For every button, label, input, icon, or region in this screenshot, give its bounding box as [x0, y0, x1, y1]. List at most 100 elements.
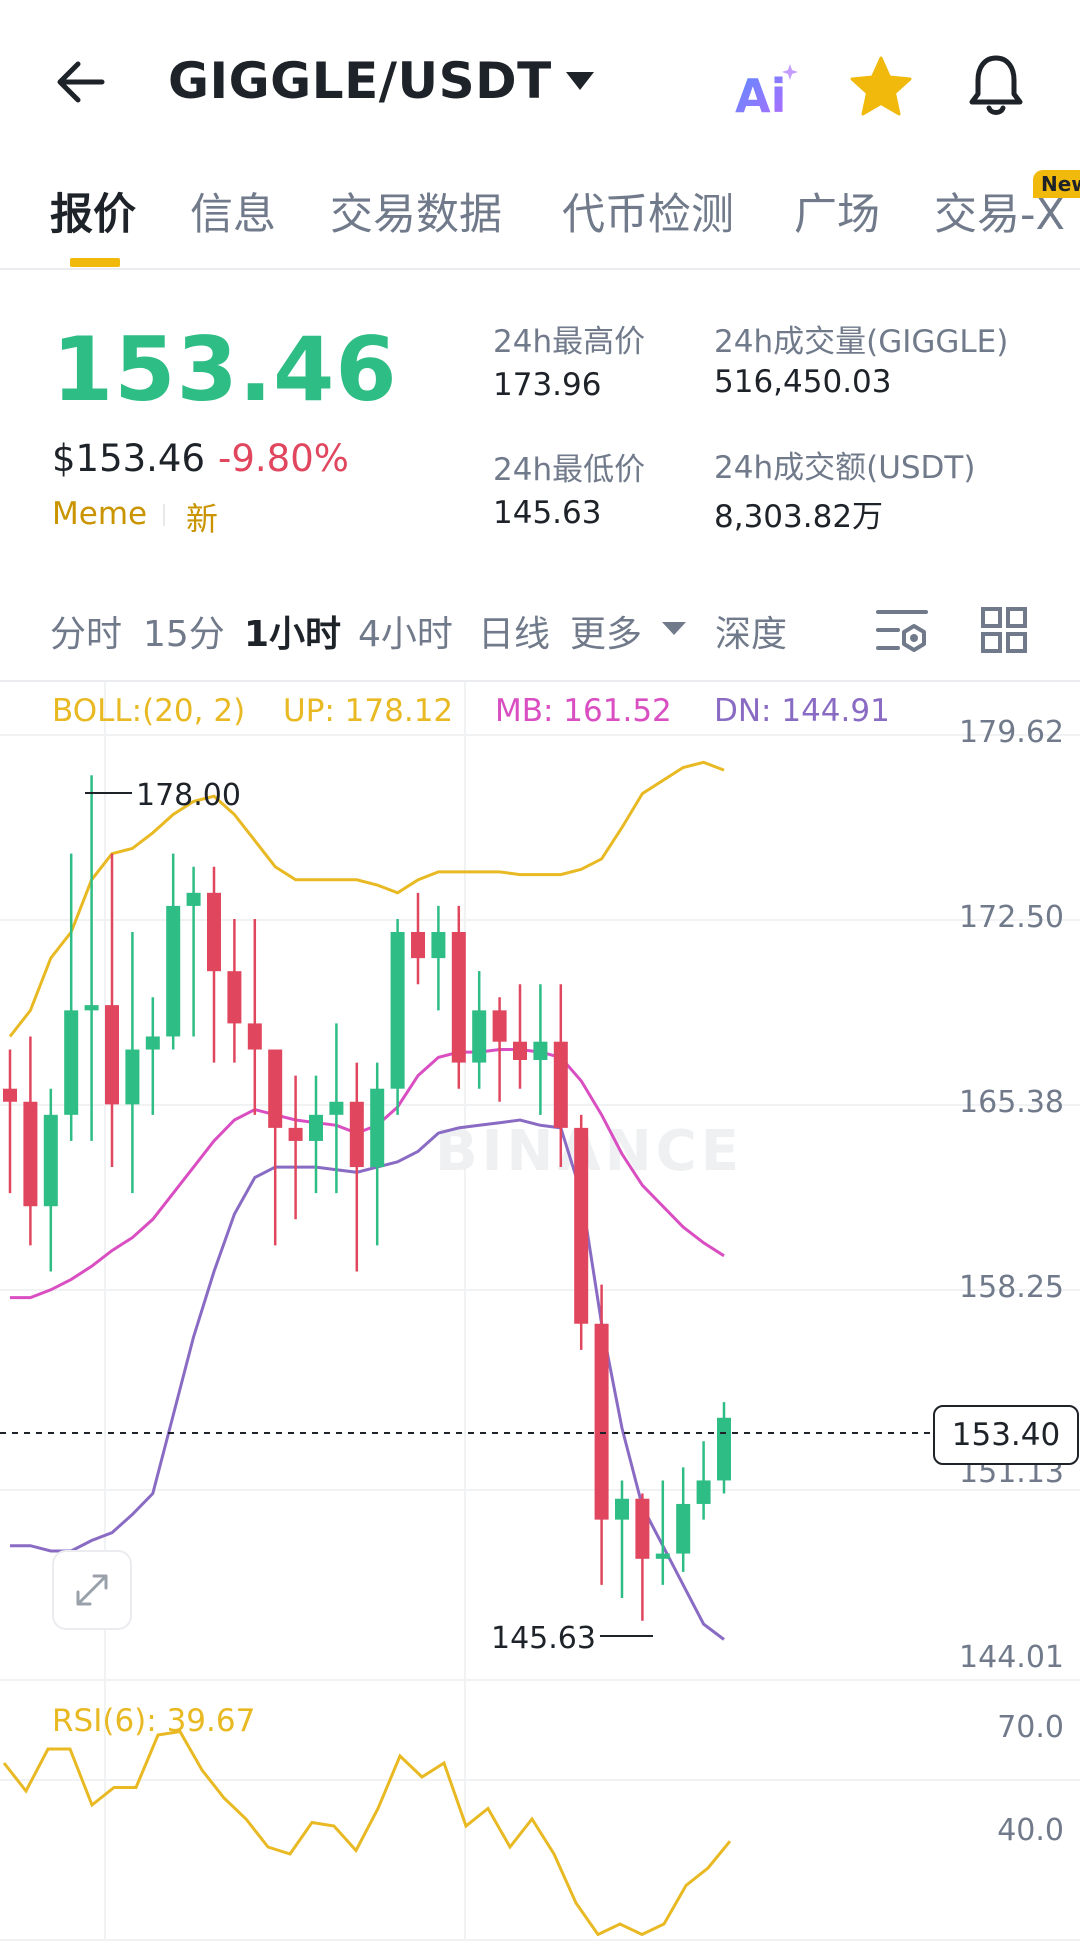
high-label: 24h最高价: [493, 324, 646, 360]
candle-body: [655, 1553, 670, 1559]
interval-1d[interactable]: 日线: [478, 614, 551, 655]
candle-body: [451, 932, 466, 1063]
interval-more[interactable]: 更多: [570, 614, 643, 655]
candle-body: [145, 1036, 160, 1050]
candle-body: [411, 932, 425, 959]
interval-15m[interactable]: 15分: [143, 614, 225, 655]
boll-dn: DN: 144.91: [714, 693, 890, 729]
candle-body: [553, 1041, 568, 1128]
new-badge: New: [1033, 170, 1080, 198]
candle-body: [329, 1101, 344, 1115]
notification-bell-icon[interactable]: [966, 52, 1026, 118]
candle-body: [227, 971, 242, 1024]
high-marker-label: 178.00: [136, 778, 241, 813]
price-axis-label: 172.50: [959, 900, 1064, 935]
chart-grid: [0, 682, 1080, 1941]
candle-body: [64, 1010, 79, 1115]
candle-body: [676, 1503, 691, 1554]
tab-square[interactable]: 广场: [794, 190, 880, 240]
candle-body: [615, 1498, 629, 1520]
candle-body: [370, 1088, 385, 1168]
tab-token-check[interactable]: 代币检测: [562, 190, 734, 240]
trading-pair-title[interactable]: GIGGLE/USDT: [168, 52, 552, 110]
candle-body: [288, 1127, 303, 1141]
boll-middle-line: [10, 1048, 725, 1300]
candle-body: [3, 1088, 17, 1102]
amount-value: 8,303.82万: [714, 499, 884, 535]
candle-body: [390, 932, 405, 1089]
back-arrow-icon[interactable]: [52, 52, 112, 112]
price-axis-label: 165.38: [959, 1085, 1064, 1120]
candle-body: [84, 1005, 99, 1011]
tab-trading-data[interactable]: 交易数据: [330, 190, 502, 240]
volume-value: 516,450.03: [714, 364, 892, 400]
rsi-axis-label: 70.0: [997, 1710, 1064, 1745]
interval-1h[interactable]: 1小时: [244, 614, 342, 655]
boll-up: UP: 178.12: [283, 693, 454, 729]
divider: [0, 680, 1080, 682]
candle-body: [492, 1010, 507, 1042]
extreme-markers: 178.00 145.63: [85, 778, 653, 1656]
interval-time[interactable]: 分时: [50, 614, 123, 655]
low-value: 145.63: [493, 495, 602, 531]
candle-body: [247, 1023, 262, 1050]
favorite-star-icon[interactable]: [848, 54, 914, 120]
expand-chart-button[interactable]: [52, 1550, 132, 1630]
binance-watermark: BINANCE: [435, 1119, 743, 1184]
rsi-label: RSI(6): 39.67: [52, 1703, 256, 1739]
candle-body: [513, 1041, 527, 1060]
meme-tag[interactable]: Meme: [52, 496, 148, 532]
price-axis-label: 144.01: [959, 1640, 1064, 1675]
candle-body: [594, 1323, 609, 1520]
price-axis-label: 158.25: [959, 1270, 1064, 1305]
candle-body: [166, 905, 181, 1037]
rsi-line: [2, 1729, 732, 1937]
candle-body: [125, 1049, 140, 1105]
new-tag[interactable]: 新: [186, 500, 219, 538]
candle-body: [186, 892, 201, 906]
low-label: 24h最低价: [493, 452, 646, 488]
price-change-percent: -9.80%: [218, 437, 349, 480]
candle-body: [696, 1480, 711, 1504]
more-dropdown-icon[interactable]: [662, 622, 686, 635]
candle-body: [105, 1005, 119, 1105]
interval-4h[interactable]: 4小时: [358, 614, 453, 655]
high-value: 173.96: [493, 367, 602, 403]
boll-params: BOLL:(20, 2): [52, 693, 246, 729]
pair-dropdown-icon[interactable]: [566, 72, 594, 90]
candle-body: [207, 892, 221, 972]
ai-assistant-icon[interactable]: Ai: [735, 60, 805, 120]
candle-body: [349, 1101, 364, 1168]
candlestick-chart[interactable]: BINANCE 178.00 145.63: [0, 682, 1080, 1960]
amount-label: 24h成交额(USDT): [714, 450, 976, 486]
candle-body: [574, 1127, 589, 1324]
candle-body: [268, 1049, 283, 1128]
active-tab-indicator: [70, 258, 120, 267]
rsi-axis-label: 40.0: [997, 1813, 1064, 1848]
tab-quote[interactable]: 报价: [50, 190, 136, 240]
svg-text:Ai: Ai: [735, 69, 786, 120]
section-tabs: 报价 信息 交易数据 代币检测 广场 交易-X: [0, 170, 1080, 270]
layout-grid-icon[interactable]: [980, 606, 1028, 654]
tab-info[interactable]: 信息: [190, 190, 276, 240]
boll-upper-line: [8, 760, 725, 1038]
tab-trade-x[interactable]: 交易-X: [934, 190, 1065, 240]
candle-body: [533, 1041, 548, 1060]
candle-body: [23, 1101, 38, 1207]
candle-body: [43, 1114, 58, 1207]
candle-body: [431, 932, 446, 959]
current-price-tag: 153.40: [933, 1405, 1079, 1465]
candle-body: [309, 1114, 323, 1141]
last-price: 153.46: [52, 318, 398, 421]
volume-label: 24h成交量(GIGGLE): [714, 324, 1009, 360]
depth-tab[interactable]: 深度: [715, 614, 788, 655]
candle-body: [717, 1417, 731, 1481]
rsi-path: [2, 1729, 732, 1937]
candle-body: [472, 1010, 487, 1063]
price-axis-label: 179.62: [959, 715, 1064, 750]
chart-settings-icon[interactable]: [876, 606, 928, 654]
usd-price: $153.46: [52, 437, 206, 480]
expand-icon: [76, 1574, 108, 1606]
boll-mb: MB: 161.52: [495, 693, 672, 729]
candle-body: [635, 1498, 650, 1559]
